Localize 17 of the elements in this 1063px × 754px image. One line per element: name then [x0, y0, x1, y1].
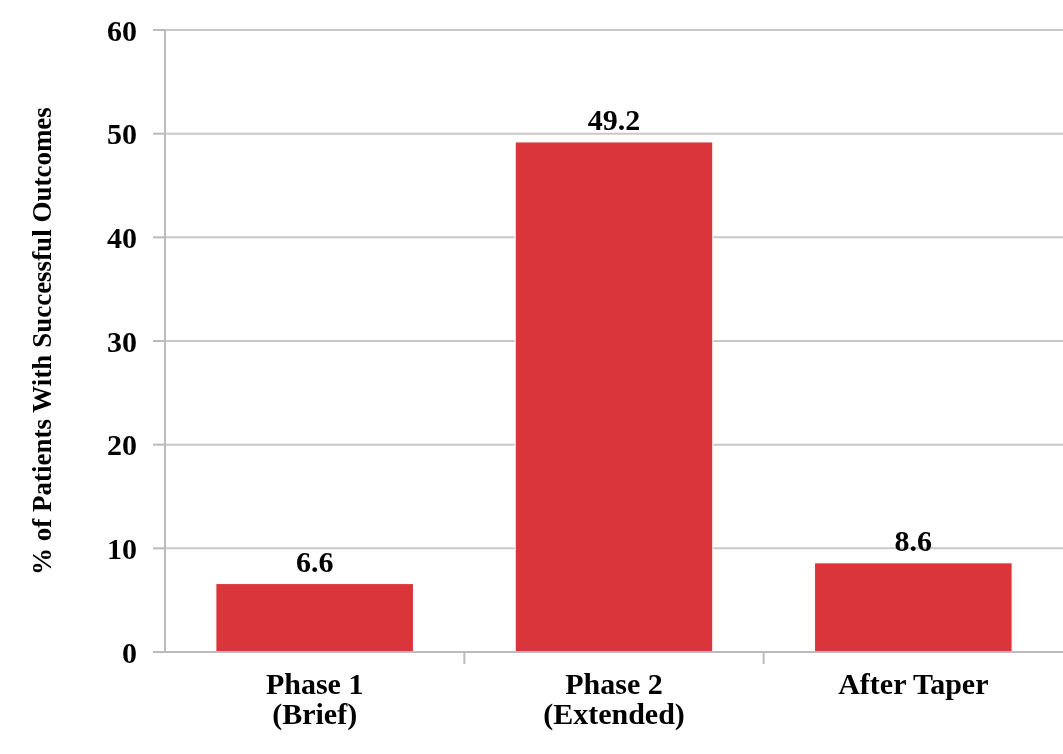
x-tick-label: Phase 1 (Brief) — [265, 667, 364, 731]
y-tick-label: 60 — [107, 13, 137, 47]
y-tick-label: 30 — [107, 324, 137, 358]
y-tick-label: 10 — [107, 531, 137, 565]
data-label: 49.2 — [587, 102, 641, 136]
y-axis-title: % of Patients With Successful Outcomes — [27, 107, 58, 575]
x-tick-label: Phase 2 (Extended) — [543, 667, 685, 731]
data-label: 6.6 — [295, 544, 334, 578]
y-tick-label: 40 — [107, 220, 137, 254]
x-tick-label: After Taper — [838, 667, 989, 700]
y-tick-label: 0 — [122, 635, 137, 669]
bar — [215, 583, 414, 653]
bar — [814, 562, 1013, 653]
y-tick-label: 50 — [107, 117, 137, 151]
data-label: 8.6 — [894, 523, 933, 557]
y-tick-label: 20 — [107, 428, 137, 462]
bar — [514, 141, 714, 653]
